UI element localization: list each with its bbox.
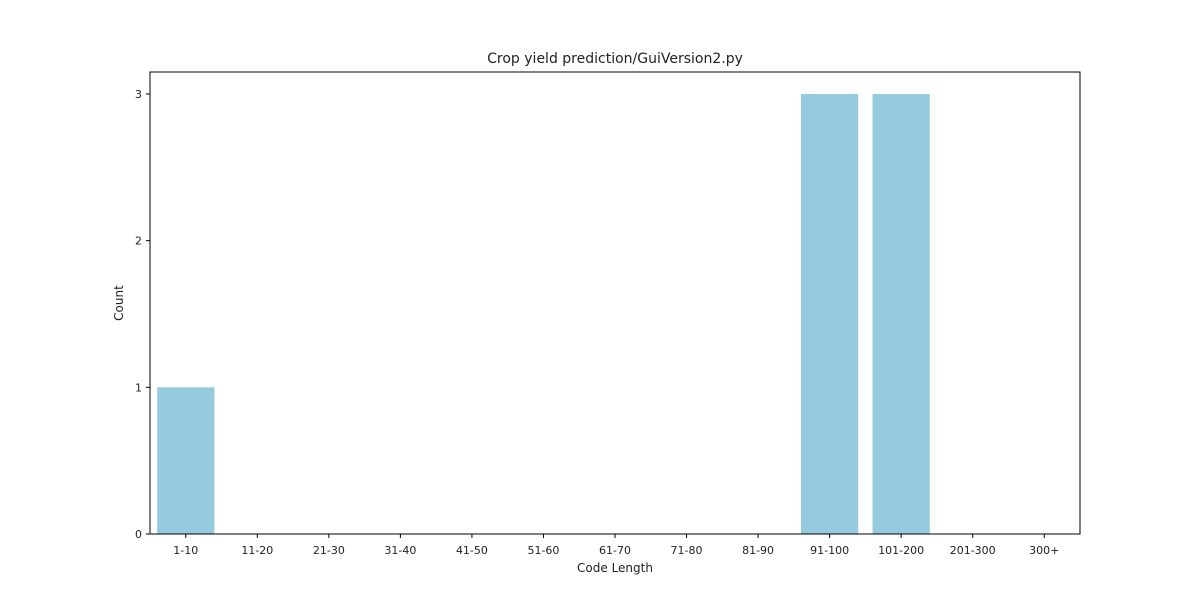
- y-tick-label: 0: [135, 528, 142, 541]
- x-tick-label: 1-10: [173, 544, 198, 557]
- x-tick-label: 81-90: [742, 544, 774, 557]
- y-axis-ticks: 0 1 2 3: [135, 88, 150, 541]
- x-tick-label: 61-70: [599, 544, 631, 557]
- y-tick-label: 1: [135, 381, 142, 394]
- y-axis-label: Count: [112, 285, 126, 321]
- x-axis-label: Code Length: [577, 561, 653, 575]
- x-tick-label: 31-40: [384, 544, 416, 557]
- x-tick-label: 101-200: [878, 544, 924, 557]
- plot-frame: [149, 71, 1081, 535]
- x-tick-label: 300+: [1029, 544, 1059, 557]
- x-tick-label: 201-300: [950, 544, 996, 557]
- y-tick-label: 2: [135, 235, 142, 248]
- x-axis-ticks: 1-10 11-20 21-30 31-40 41-50 51-60 61-70 71-80 8…: [173, 534, 1059, 557]
- x-tick-label: 71-80: [671, 544, 703, 557]
- x-tick-label: 91-100: [810, 544, 849, 557]
- bar-101-200: [872, 94, 930, 534]
- x-tick-label: 11-20: [241, 544, 273, 557]
- x-tick-label: 51-60: [527, 544, 559, 557]
- chart-title: Crop yield prediction/GuiVersion2.py: [487, 51, 743, 67]
- x-tick-label: 41-50: [456, 544, 488, 557]
- bars-group: [157, 94, 930, 534]
- y-tick-label: 3: [135, 88, 142, 101]
- bar-1-10: [157, 387, 215, 534]
- x-tick-label: 21-30: [313, 544, 345, 557]
- bar-91-100: [801, 94, 859, 534]
